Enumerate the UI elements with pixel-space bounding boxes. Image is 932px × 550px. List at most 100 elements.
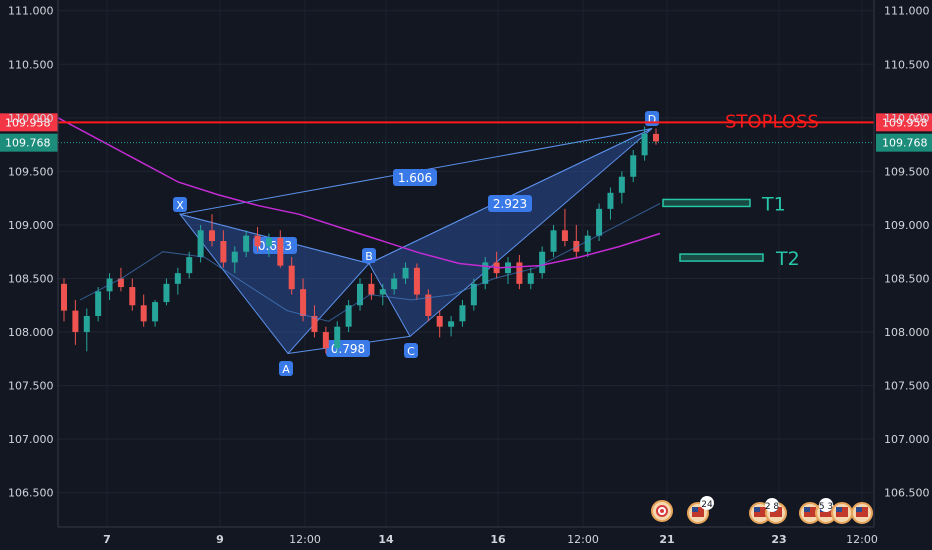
- candle-body: [220, 241, 227, 263]
- price-tick-right: 110.000: [884, 112, 930, 125]
- candle-body: [322, 332, 329, 349]
- point-badge-C[interactable]: [404, 343, 418, 358]
- target-zone-2[interactable]: [679, 253, 764, 262]
- candle-body: [174, 273, 181, 284]
- ma-short-line: [79, 203, 661, 322]
- ratio-label: 0.633: [258, 239, 292, 253]
- price-tick-left: 109.000: [8, 219, 54, 232]
- ratio-badge[interactable]: [488, 195, 532, 212]
- event-badge-count: 5 3: [819, 502, 833, 512]
- time-tick: 14: [378, 533, 394, 546]
- moving-averages: [57, 117, 661, 322]
- price-tick-right: 109.000: [884, 219, 930, 232]
- price-tick-left: 108.000: [8, 326, 54, 339]
- candle-body: [641, 133, 648, 156]
- ratio-badge[interactable]: [253, 237, 297, 254]
- candle-body: [413, 267, 420, 295]
- candle-body: [83, 315, 90, 333]
- event-target-icon-dot: [660, 509, 664, 513]
- candle-body: [550, 230, 557, 252]
- point-label-B: B: [365, 250, 373, 263]
- stoploss-label: STOPLOSS: [725, 111, 819, 132]
- candle-body: [357, 283, 363, 306]
- point-label-A: A: [282, 363, 290, 376]
- candle-body: [436, 315, 443, 327]
- candle-body: [448, 321, 455, 327]
- point-label-D: D: [648, 113, 656, 126]
- event-badge: [700, 496, 714, 510]
- candle-body: [482, 262, 489, 284]
- events-bar[interactable]: 24 2 8 5 3: [651, 496, 873, 524]
- stoploss-tag-left-text: 109.958: [5, 116, 51, 129]
- candle-body: [516, 262, 523, 284]
- candle-body: [61, 283, 67, 311]
- last-price-tag-left-text: 109.768: [5, 137, 51, 150]
- flag-canton: [856, 507, 862, 512]
- candle-body: [186, 257, 193, 274]
- time-tick: 12:00: [846, 533, 878, 546]
- price-levels: 109.958 109.958 109.768 109.768: [0, 113, 932, 152]
- price-tick-right: 109.500: [884, 165, 930, 178]
- time-tick: 12:00: [567, 533, 599, 546]
- event-badge-count: 2 8: [765, 502, 780, 512]
- point-label-C: C: [407, 345, 415, 358]
- flag-canton: [804, 507, 810, 512]
- candle-body: [345, 305, 352, 327]
- candle-body: [209, 230, 215, 242]
- ratio-badge[interactable]: [393, 169, 437, 186]
- candle-body: [653, 133, 659, 142]
- price-tick-left: 111.000: [8, 5, 54, 18]
- event-badge-count: 24: [701, 500, 713, 510]
- last-price-tag-left: [0, 133, 58, 152]
- candle-body: [561, 230, 568, 242]
- candle-body: [243, 235, 250, 252]
- candle-body: [596, 208, 603, 236]
- price-tick-right: 106.500: [884, 487, 930, 500]
- price-tick-right: 107.500: [884, 380, 930, 393]
- candle-body: [402, 267, 409, 279]
- point-badge-B[interactable]: [362, 248, 376, 263]
- stoploss-tag-left: [0, 113, 58, 132]
- price-tick-left: 107.000: [8, 433, 54, 446]
- time-tick: 23: [771, 533, 786, 546]
- price-tick-right: 111.000: [884, 5, 930, 18]
- stoploss-tag-right: [876, 113, 932, 132]
- flag-canton: [692, 507, 698, 512]
- candle-body: [368, 283, 375, 295]
- point-badge-A[interactable]: [279, 361, 293, 376]
- annotations[interactable]: STOPLOSS T1 T2: [662, 111, 819, 270]
- candle-body: [459, 305, 466, 322]
- candle-body: [630, 155, 637, 177]
- candle-body: [254, 235, 261, 247]
- candle-body: [334, 326, 341, 349]
- candle-body: [140, 305, 147, 322]
- candle-body: [311, 315, 318, 333]
- point-badge-X[interactable]: [173, 197, 187, 212]
- candle-body: [470, 283, 477, 306]
- candle-body: [163, 283, 170, 303]
- ma-long-line: [57, 117, 661, 269]
- candle-body: [607, 192, 614, 209]
- candle-body: [288, 265, 295, 290]
- candle-body: [391, 278, 398, 290]
- time-tick: 7: [103, 533, 111, 546]
- stoploss-tag-right-text: 109.958: [882, 116, 928, 129]
- point-label-X: X: [176, 199, 184, 212]
- price-tick-right: 107.000: [884, 433, 930, 446]
- candle-body: [425, 294, 432, 316]
- price-tick-left: 110.000: [8, 112, 54, 125]
- candle-body: [584, 235, 591, 252]
- target-zone-1[interactable]: [662, 198, 751, 208]
- price-tick-right: 110.500: [884, 58, 930, 71]
- candle-body: [539, 251, 546, 274]
- price-tick-right: 108.500: [884, 272, 930, 285]
- event-badge: [765, 498, 779, 512]
- time-tick: 9: [216, 533, 224, 546]
- ratio-label: 2.923: [493, 197, 527, 211]
- target-label-1: T1: [761, 193, 786, 215]
- last-price-tag-right: [876, 133, 932, 152]
- candle-body: [527, 273, 534, 284]
